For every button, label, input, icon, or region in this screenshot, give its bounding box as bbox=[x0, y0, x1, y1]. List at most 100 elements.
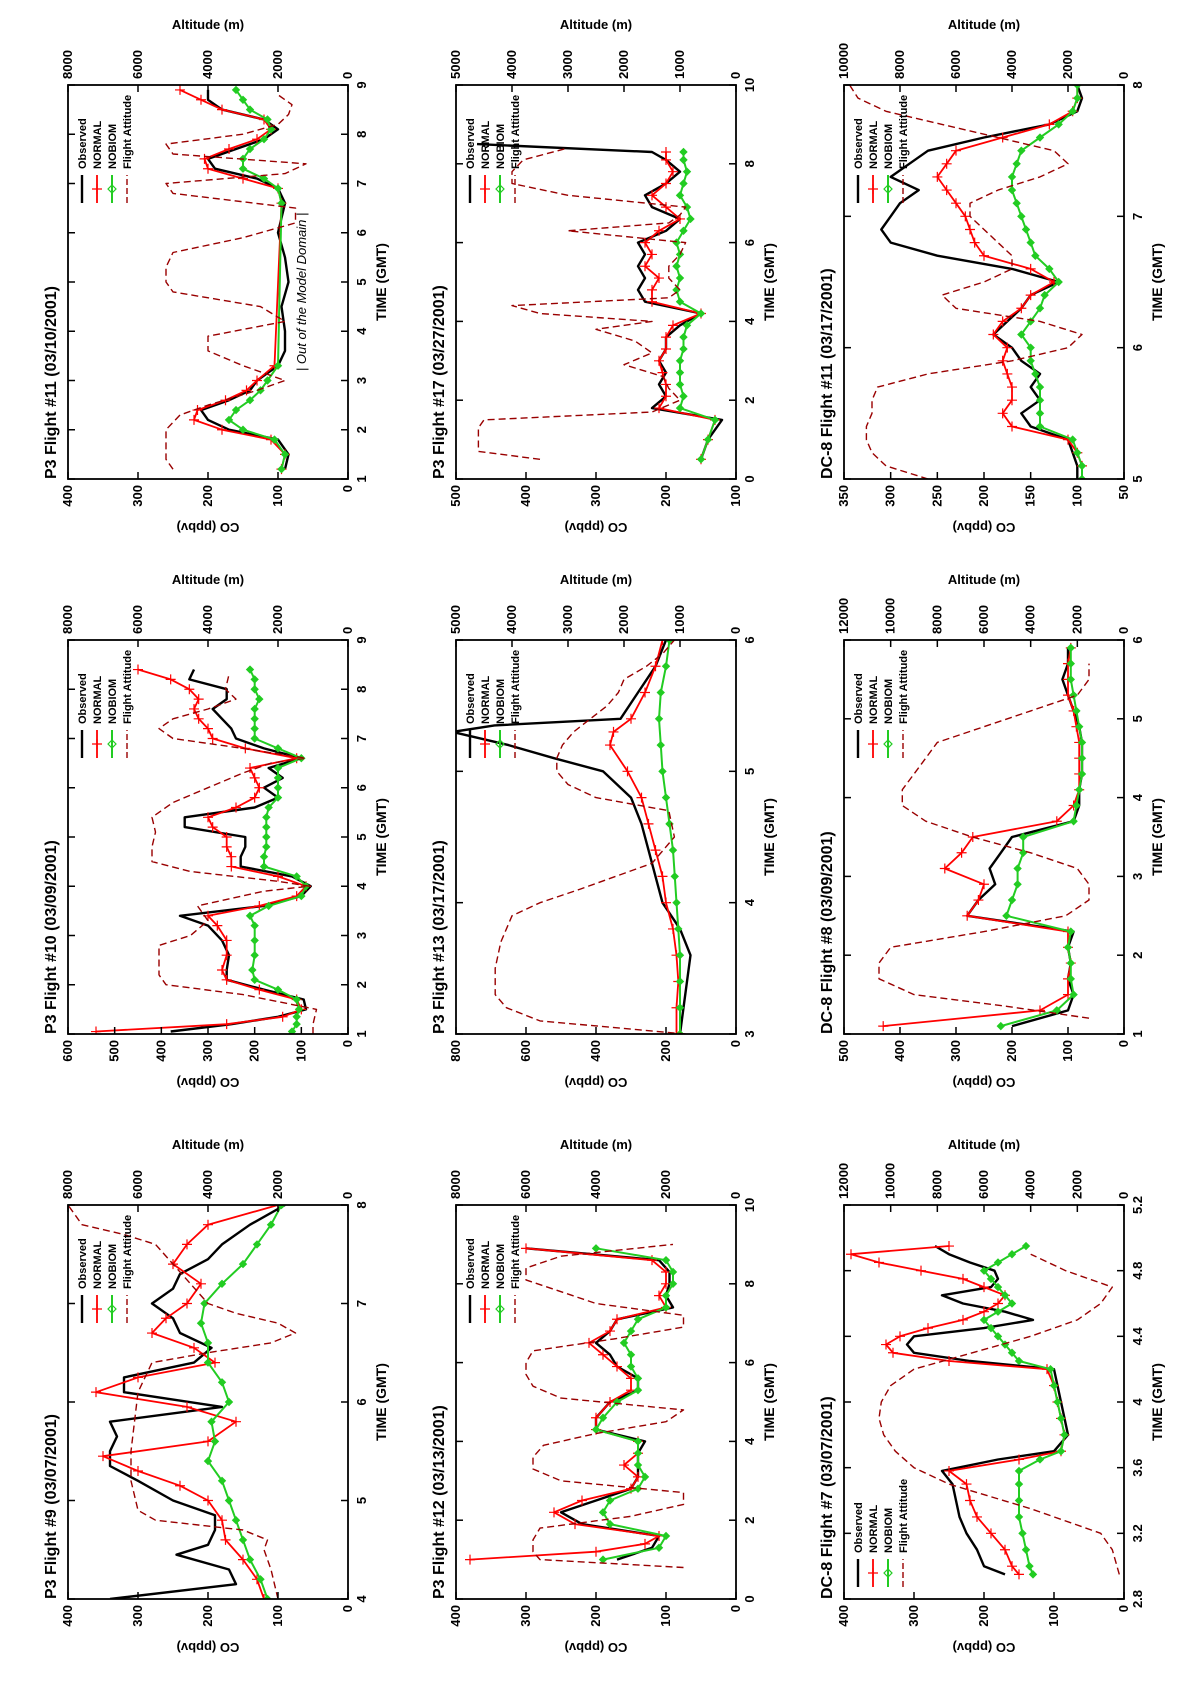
data-point-normal bbox=[993, 1298, 1003, 1309]
x-tick-label: 6 bbox=[742, 1359, 757, 1366]
data-point-nobiom bbox=[993, 1307, 1003, 1316]
y-tick-label: 500 bbox=[448, 485, 463, 507]
chart-panel: P3 Flight #11 (03/10/2001) 1 2 3 4 5 6 7 8 9 TIME … bbox=[43, 17, 389, 535]
legend-label: Observed bbox=[465, 673, 477, 724]
data-point-nobiom bbox=[675, 191, 685, 200]
data-point-nobiom bbox=[1068, 435, 1077, 444]
plot-area bbox=[878, 642, 1090, 1032]
data-point-nobiom bbox=[1045, 264, 1054, 274]
data-point-normal bbox=[622, 766, 633, 777]
data-point-normal bbox=[965, 1495, 975, 1506]
y-tick-label: 100 bbox=[270, 485, 285, 507]
data-point-nobiom bbox=[682, 321, 692, 330]
data-point-normal bbox=[226, 861, 237, 872]
x-tick-label: 9 bbox=[354, 636, 369, 643]
y2-tick-label: 2000 bbox=[1060, 50, 1075, 79]
y-tick-label: 300 bbox=[130, 1605, 145, 1627]
chart-title: P3 Flight #9 (03/07/2001) bbox=[43, 1414, 60, 1599]
legend-label: NOBIOM bbox=[495, 679, 507, 724]
data-point-nobiom bbox=[245, 105, 255, 114]
y-tick-label: 200 bbox=[200, 485, 215, 507]
data-point-normal bbox=[661, 332, 671, 343]
data-point-nobiom bbox=[1013, 880, 1022, 889]
data-point-nobiom bbox=[207, 1417, 216, 1426]
data-point-nobiom bbox=[245, 1555, 255, 1564]
y-tick-label: 250 bbox=[929, 485, 944, 507]
data-point-normal bbox=[1014, 1569, 1024, 1580]
data-point-nobiom bbox=[672, 898, 681, 907]
data-point-normal bbox=[647, 249, 657, 260]
data-point-nobiom bbox=[1054, 120, 1063, 129]
x-tick-label: 2 bbox=[742, 1517, 757, 1524]
data-point-nobiom bbox=[1035, 422, 1045, 431]
data-point-nobiom bbox=[217, 1476, 227, 1486]
y2-axis-label: Altitude (m) bbox=[172, 572, 244, 587]
x-tick-label: 5 bbox=[354, 278, 369, 285]
data-point-normal bbox=[221, 1019, 232, 1030]
data-point-normal bbox=[1051, 816, 1062, 827]
data-point-nobiom bbox=[654, 714, 664, 724]
data-point-nobiom bbox=[1018, 1529, 1027, 1538]
data-point-normal bbox=[636, 792, 647, 803]
data-point-nobiom bbox=[1053, 1397, 1062, 1407]
data-point-nobiom bbox=[263, 1594, 272, 1599]
y-axis-label: CO (ppbv) bbox=[177, 1075, 240, 1090]
legend-marker bbox=[480, 739, 490, 749]
data-point-normal bbox=[133, 1465, 143, 1476]
chart-panel: DC-8 Flight #7 (03/07/2001) 2.8 3.2 3.6 4 4.4… bbox=[819, 1137, 1165, 1655]
x-tick-label: 5 bbox=[1130, 475, 1145, 482]
data-point-nobiom bbox=[640, 1472, 650, 1482]
data-point-nobiom bbox=[294, 1005, 304, 1014]
data-point-normal bbox=[1007, 421, 1017, 432]
x-axis-label: TIME (GMT) bbox=[761, 243, 777, 321]
data-point-nobiom bbox=[626, 1350, 636, 1359]
data-point-nobiom bbox=[273, 763, 283, 773]
chart-legend: Observed NORMAL NOBIOM Flight Attitude bbox=[465, 1215, 522, 1323]
data-point-nobiom bbox=[231, 405, 241, 415]
y2-tick-label: 10000 bbox=[883, 598, 898, 634]
data-point-normal bbox=[608, 726, 619, 737]
legend-label: NOBIOM bbox=[107, 679, 119, 724]
data-point-nobiom bbox=[696, 455, 706, 464]
data-point-nobiom bbox=[1066, 958, 1076, 968]
data-point-normal bbox=[958, 1314, 968, 1325]
chart-panel: P3 Flight #13 (03/17/2001) 3 4 5 6 TIME (GMT)… bbox=[431, 572, 777, 1090]
data-point-normal bbox=[923, 1323, 933, 1334]
data-point-nobiom bbox=[665, 640, 674, 645]
x-tick-label: 4.4 bbox=[1130, 1327, 1145, 1346]
data-point-normal bbox=[657, 640, 668, 645]
data-point-nobiom bbox=[1054, 277, 1063, 287]
data-point-normal bbox=[221, 974, 232, 985]
legend-label: Observed bbox=[853, 1502, 865, 1553]
data-point-nobiom bbox=[993, 1332, 1003, 1341]
data-point-nobiom bbox=[674, 924, 683, 934]
legend-marker bbox=[868, 1568, 878, 1578]
data-point-nobiom bbox=[1056, 1414, 1066, 1423]
series-line-normal bbox=[469, 1247, 667, 1561]
series-line-flight-attitude bbox=[165, 94, 307, 470]
data-point-normal bbox=[640, 237, 650, 248]
data-point-normal bbox=[941, 158, 952, 169]
y-axis-label: CO (ppbv) bbox=[565, 520, 628, 535]
data-point-nobiom bbox=[259, 134, 269, 144]
data-point-nobiom bbox=[273, 793, 283, 802]
data-point-nobiom bbox=[1077, 769, 1087, 779]
data-point-nobiom bbox=[292, 872, 301, 881]
data-point-nobiom bbox=[679, 155, 688, 165]
y-tick-label: 0 bbox=[340, 1040, 355, 1047]
data-point-nobiom bbox=[1031, 251, 1040, 260]
chart-legend: Observed NORMAL NOBIOM Flight Attitude bbox=[465, 95, 522, 203]
data-point-normal bbox=[640, 1538, 650, 1549]
x-tick-label: 4 bbox=[1130, 793, 1145, 801]
data-point-normal bbox=[960, 211, 971, 222]
data-point-nobiom bbox=[993, 1258, 1003, 1267]
data-point-normal bbox=[207, 733, 218, 744]
data-point-normal bbox=[916, 1265, 926, 1276]
x-tick-label: 1 bbox=[1130, 1030, 1145, 1037]
x-tick-label: 4 bbox=[354, 327, 369, 335]
legend-label: Flight Attitude bbox=[122, 650, 134, 724]
chart-title: DC-8 Flight #7 (03/07/2001) bbox=[819, 1396, 836, 1599]
y-tick-label: 350 bbox=[836, 485, 851, 507]
chart-title: P3 Flight #10 (03/09/2001) bbox=[43, 840, 60, 1034]
y2-tick-label: 2000 bbox=[616, 50, 631, 79]
